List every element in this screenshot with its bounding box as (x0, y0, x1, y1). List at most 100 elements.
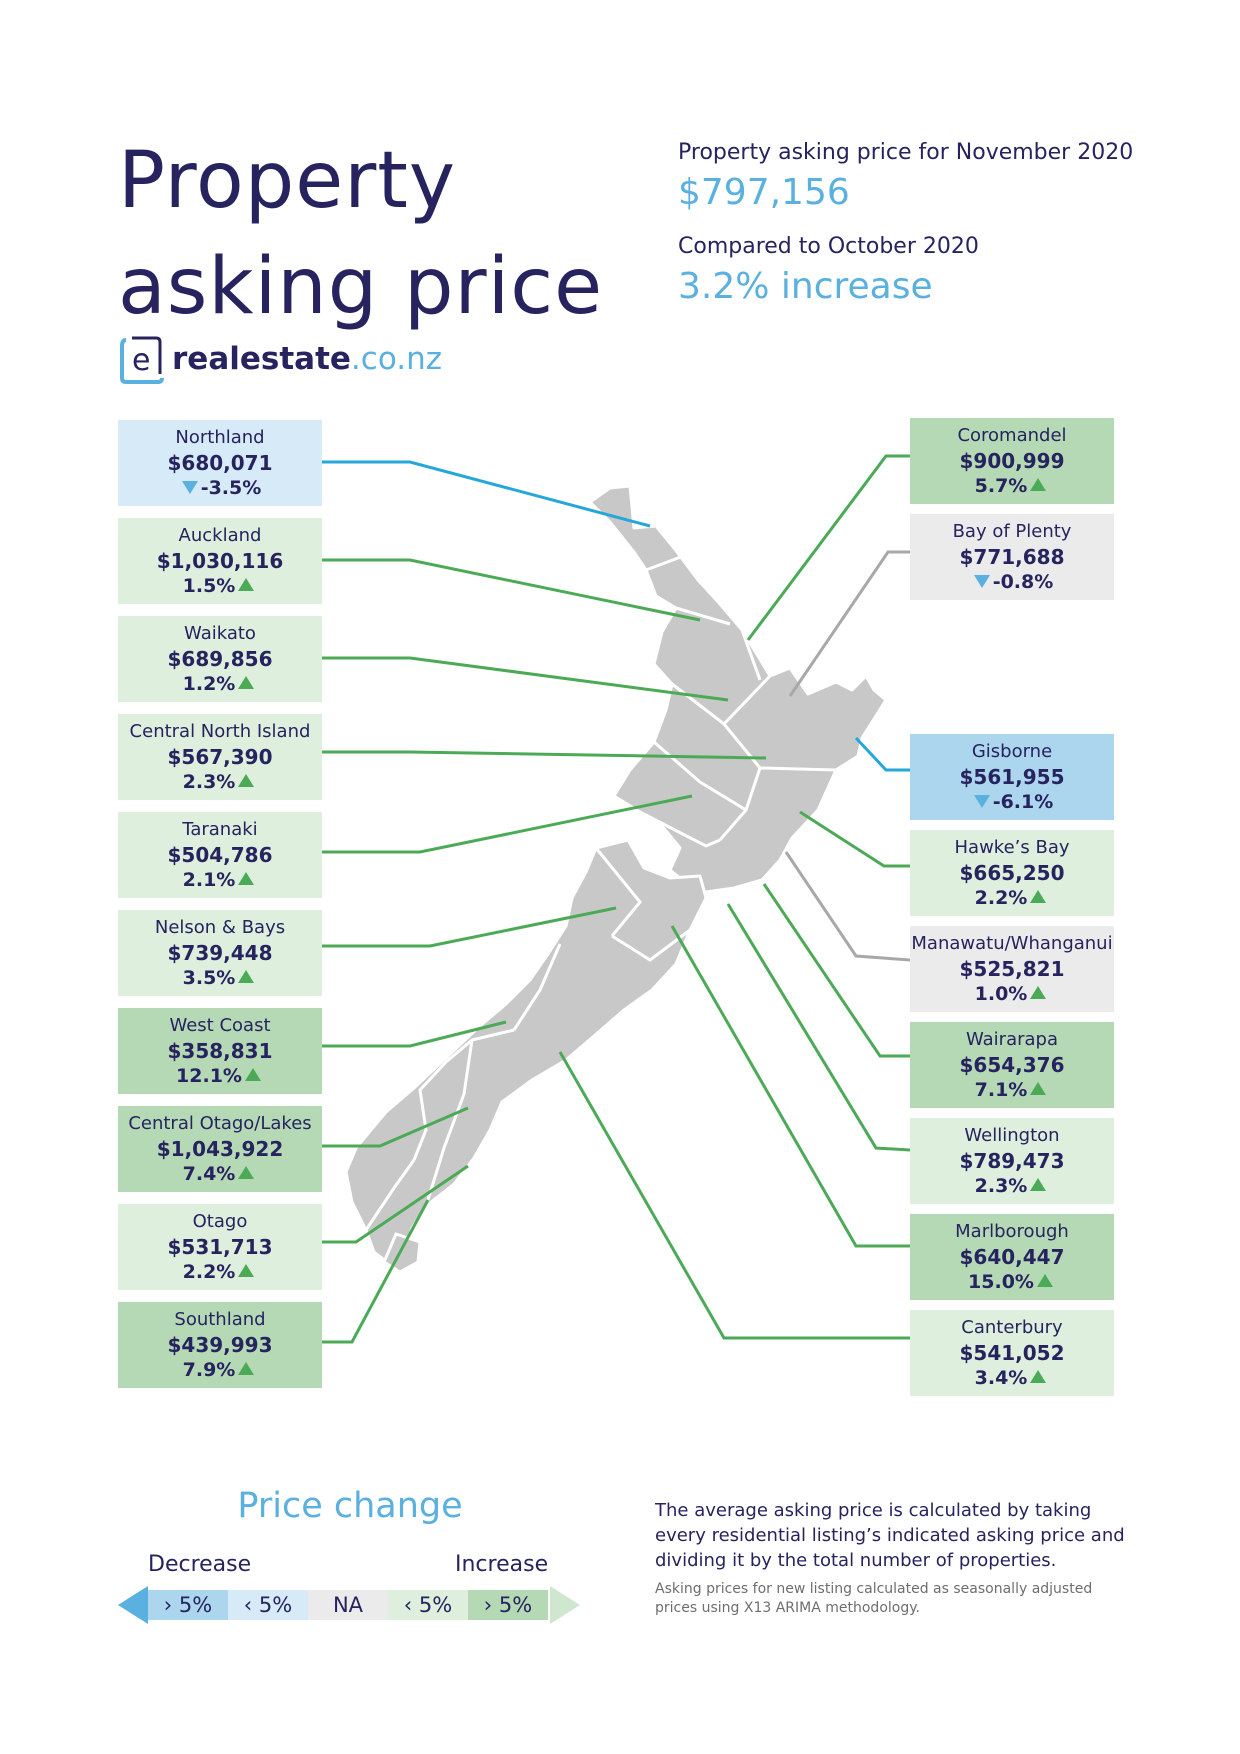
region-change: 1.5% (118, 574, 322, 598)
region-change-value: 2.2% (182, 1261, 236, 1283)
region-change-value: -6.1% (992, 791, 1054, 813)
region-name: Wairarapa (966, 1029, 1058, 1050)
title-line-1: Property (118, 136, 457, 226)
legend-increase-label: Increase (455, 1552, 549, 1577)
region-change: 12.1% (118, 1064, 322, 1088)
asking-price-value: $797,156 (678, 172, 850, 213)
region-box-west-coast: West Coast $358,831 12.1% (118, 1008, 322, 1094)
region-box-otago: Otago $531,713 2.2% (118, 1204, 322, 1290)
region-name: Nelson & Bays (154, 917, 286, 938)
up-triangle-icon (238, 1264, 255, 1277)
compare-value: 3.2% increase (678, 266, 933, 307)
line-manawatu (784, 851, 911, 962)
line-taranaki (320, 794, 693, 854)
region-change: 2.3% (910, 1174, 1114, 1198)
up-triangle-icon (244, 1068, 261, 1081)
region-change-value: 1.2% (182, 673, 236, 695)
up-triangle-icon (238, 1166, 255, 1179)
region-price: $654,376 (959, 1053, 1065, 1077)
region-change-value: 1.5% (182, 575, 236, 597)
region-name: Central Otago/Lakes (128, 1113, 312, 1134)
line-waikato (320, 656, 729, 702)
region-name: Taranaki (182, 819, 258, 840)
line-central-otago (320, 1106, 469, 1148)
region-change: -6.1% (910, 790, 1114, 814)
region-change-value: 15.0% (968, 1271, 1034, 1293)
region-price: $739,448 (167, 941, 273, 965)
logo-tld: .co.nz (350, 341, 443, 377)
up-triangle-icon (1030, 1370, 1047, 1383)
legend-decrease-strong: › 5% (148, 1590, 228, 1620)
up-triangle-icon (1030, 890, 1047, 903)
up-triangle-icon (238, 676, 255, 689)
region-price: $640,447 (959, 1245, 1065, 1269)
line-coromandel (746, 454, 910, 641)
svg-text:e: e (132, 343, 150, 378)
region-name: Manawatu/Whanganui (911, 933, 1113, 954)
region-name: Otago (192, 1211, 248, 1232)
region-box-wellington: Wellington $789,473 2.3% (910, 1118, 1114, 1204)
up-triangle-icon (1030, 478, 1047, 491)
region-name: Coromandel (957, 425, 1067, 446)
region-change: 1.2% (118, 672, 322, 696)
line-wairarapa (762, 883, 910, 1058)
down-triangle-icon (181, 481, 198, 494)
region-price: $541,052 (959, 1341, 1065, 1365)
increase-arrow-icon (550, 1586, 580, 1624)
region-price: $531,713 (167, 1235, 273, 1259)
methodology-note: The average asking price is calculated b… (655, 1500, 1125, 1571)
up-triangle-icon (238, 970, 255, 983)
region-price: $771,688 (959, 545, 1065, 569)
down-triangle-icon (973, 795, 990, 808)
up-triangle-icon (1030, 986, 1047, 999)
up-triangle-icon (1030, 1082, 1047, 1095)
region-price: $689,856 (167, 647, 273, 671)
down-triangle-icon (973, 575, 990, 588)
region-name: Waikato (184, 623, 256, 644)
methodology-small-note: Asking prices for new listing calculated… (655, 1581, 1093, 1616)
region-change: 5.7% (910, 474, 1114, 498)
legend-na: NA (308, 1590, 388, 1620)
region-box-hawke-s-bay: Hawke’s Bay $665,250 2.2% (910, 830, 1114, 916)
line-wellington (726, 903, 911, 1152)
region-box-manawatu-whanganui: Manawatu/Whanganui $525,821 1.0% (910, 926, 1114, 1012)
region-change-value: 3.4% (974, 1367, 1028, 1389)
region-box-marlborough: Marlborough $640,447 15.0% (910, 1214, 1114, 1300)
region-price: $358,831 (167, 1039, 273, 1063)
region-name: Bay of Plenty (952, 521, 1072, 542)
region-change: 7.9% (118, 1358, 322, 1382)
asking-price-label: Property asking price for November 2020 (678, 140, 1134, 165)
line-gisborne (854, 736, 910, 772)
region-box-wairarapa: Wairarapa $654,376 7.1% (910, 1022, 1114, 1108)
region-change-value: 12.1% (176, 1065, 242, 1087)
logo-name: realestate (172, 341, 351, 377)
region-change-value: -0.8% (992, 571, 1054, 593)
page-title: Property asking price (118, 128, 603, 340)
region-change: 2.2% (118, 1260, 322, 1284)
region-change-value: 2.3% (182, 771, 236, 793)
region-box-central-north-island: Central North Island $567,390 2.3% (118, 714, 322, 800)
region-change: -3.5% (118, 476, 322, 500)
region-name: Gisborne (971, 741, 1053, 762)
region-change-value: 2.1% (182, 869, 236, 891)
line-hawkes-bay (799, 810, 910, 868)
region-name: Southland (174, 1309, 266, 1330)
line-canterbury (558, 1051, 910, 1340)
region-name: Wellington (964, 1125, 1060, 1146)
region-box-taranaki: Taranaki $504,786 2.1% (118, 812, 322, 898)
region-name: Auckland (178, 525, 262, 546)
region-change: -0.8% (910, 570, 1114, 594)
region-change-value: 3.5% (182, 967, 236, 989)
region-change-value: 7.1% (974, 1079, 1028, 1101)
region-change-value: 1.0% (974, 983, 1028, 1005)
region-price: $1,030,116 (156, 549, 284, 573)
region-change: 7.1% (910, 1078, 1114, 1102)
region-name: Canterbury (961, 1317, 1063, 1338)
line-marlborough (670, 925, 910, 1248)
region-change: 3.4% (910, 1366, 1114, 1390)
logo-mark-icon: e (120, 336, 164, 384)
legend-decrease-mild: ‹ 5% (228, 1590, 308, 1620)
up-triangle-icon (238, 578, 255, 591)
region-name: Hawke’s Bay (954, 837, 1070, 858)
